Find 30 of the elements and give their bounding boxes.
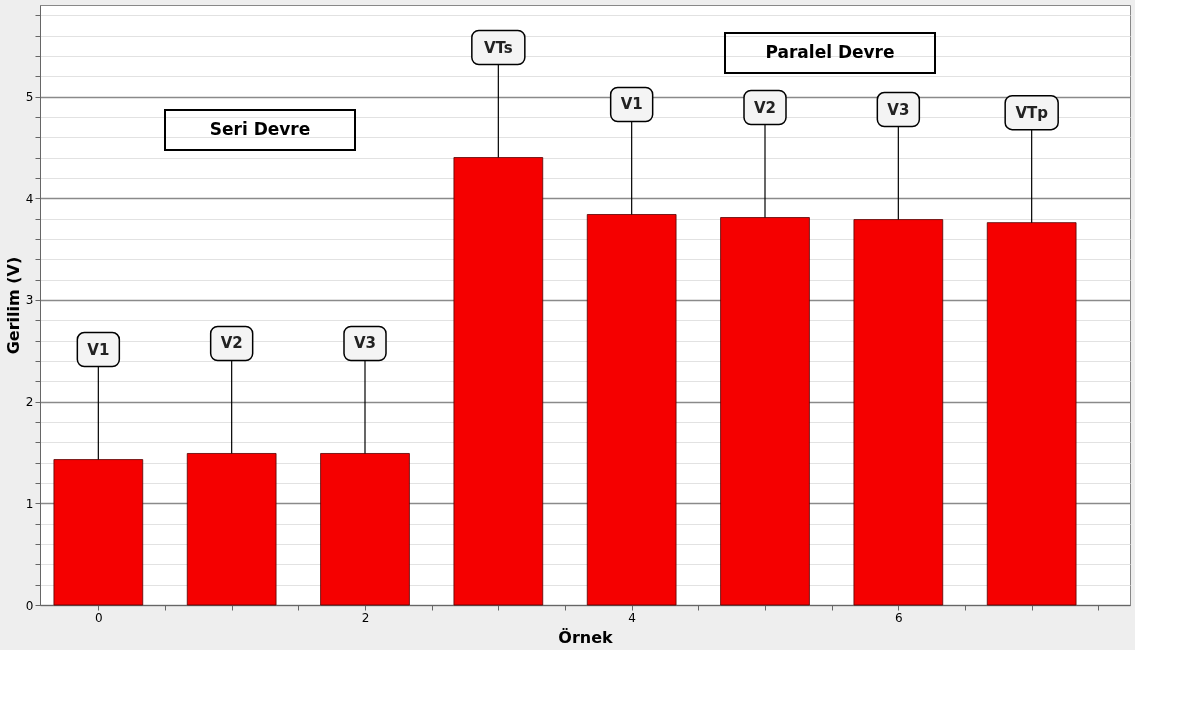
y-tick-label: 4 [25,191,34,206]
bar [720,217,810,606]
y-tick-label: 0 [25,598,34,613]
bar [320,453,410,606]
bar [586,214,677,606]
annotation: VTs [483,38,513,57]
y-tick-label: 1 [25,496,34,511]
y-tick-label: 2 [25,395,34,410]
x-axis-title: Örnek [558,627,614,647]
y-tick-label: 5 [25,90,34,105]
bar [853,219,944,606]
annotation: V3 [887,100,910,119]
y-axis-title: Gerilim (V) [3,256,23,355]
annotation: Seri Devre [209,119,311,139]
annotation: VTp [1015,103,1049,122]
bar [453,157,544,606]
x-tick-label: 2 [361,610,370,625]
y-tick-label: 3 [25,293,34,308]
bar [53,459,144,606]
x-tick-label: 4 [628,610,636,625]
annotation: V2 [753,98,777,117]
annotation: Paralel Devre [765,42,895,62]
annotation: V2 [220,334,243,353]
x-tick-label: 6 [895,610,903,625]
annotation: V1 [87,340,110,359]
x-tick-label: 0 [95,610,103,625]
bar [986,222,1077,606]
annotation: V3 [353,334,377,353]
annotation: V1 [620,95,643,114]
bar [186,453,277,606]
